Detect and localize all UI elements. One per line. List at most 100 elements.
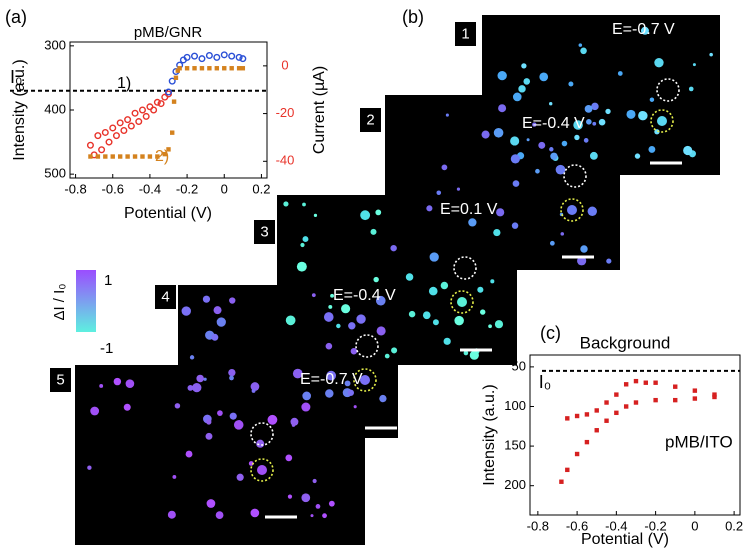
y-axis-label: Intensity (a.u.) xyxy=(11,59,28,160)
particle xyxy=(302,236,309,243)
data-point xyxy=(170,130,175,135)
particle xyxy=(477,286,484,293)
particle xyxy=(174,403,181,409)
particle xyxy=(285,454,293,462)
particle xyxy=(181,306,191,316)
data-point xyxy=(236,66,242,71)
particle xyxy=(490,279,495,284)
particle xyxy=(310,514,314,518)
particle xyxy=(512,180,520,187)
particle xyxy=(532,122,537,127)
data-point xyxy=(643,380,648,385)
particle xyxy=(217,410,223,416)
particle xyxy=(229,412,237,420)
data-point xyxy=(633,378,639,384)
particle xyxy=(206,499,216,508)
particle xyxy=(172,475,177,479)
particle xyxy=(405,273,414,281)
particle xyxy=(370,228,377,235)
data-point xyxy=(98,146,106,154)
particle xyxy=(634,153,641,159)
colorbar-label: ΔI / I₀ xyxy=(51,283,68,320)
particle xyxy=(311,293,316,298)
particle xyxy=(90,406,100,416)
data-point xyxy=(155,154,160,159)
reference-label: I₀ xyxy=(10,67,22,87)
particle xyxy=(326,370,337,381)
particle xyxy=(454,315,464,326)
particle xyxy=(336,323,341,329)
particle xyxy=(493,127,504,138)
x-tick-label: -0.2 xyxy=(176,181,198,196)
data-point xyxy=(205,51,213,59)
particle xyxy=(426,205,433,212)
particle xyxy=(375,295,386,306)
data-point xyxy=(117,154,123,159)
particle xyxy=(539,72,549,82)
particle xyxy=(391,347,398,354)
particle xyxy=(535,168,540,174)
particle xyxy=(468,218,477,227)
particle xyxy=(236,473,244,481)
particle xyxy=(481,130,490,139)
x-tick-label: -0.8 xyxy=(527,518,549,533)
particle xyxy=(648,145,656,153)
reference-circle xyxy=(250,422,274,446)
y-tick-label: 150 xyxy=(504,438,526,453)
particle xyxy=(683,145,693,156)
particle xyxy=(123,403,131,411)
particle xyxy=(583,138,589,143)
particle xyxy=(325,342,333,350)
particle xyxy=(203,377,207,381)
data-point xyxy=(120,127,128,135)
y-tick-label: 400 xyxy=(44,101,66,116)
panel-label: (b) xyxy=(402,7,424,27)
data-point xyxy=(140,154,145,159)
chart-title: Background xyxy=(580,333,671,352)
data-point xyxy=(604,418,609,423)
x-tick-label: -0.8 xyxy=(64,181,86,196)
particle xyxy=(99,384,104,388)
particle xyxy=(350,347,358,355)
annotation: pMB/ITO xyxy=(665,432,733,451)
data-point xyxy=(131,109,139,117)
data-point xyxy=(712,394,717,400)
target-circle xyxy=(450,290,474,314)
particle xyxy=(213,306,222,315)
particle xyxy=(580,245,588,253)
data-point xyxy=(147,154,153,159)
data-point xyxy=(138,106,146,114)
particle xyxy=(443,337,451,345)
data-point xyxy=(157,100,165,108)
particle xyxy=(561,140,568,147)
particle xyxy=(498,104,507,113)
particle xyxy=(408,310,416,318)
image-number-box xyxy=(254,220,275,244)
data-point xyxy=(623,404,629,409)
image-number-box xyxy=(360,108,381,132)
particle xyxy=(296,261,307,272)
particle xyxy=(598,118,606,126)
particle xyxy=(344,380,351,387)
particle xyxy=(206,419,212,425)
colorbar xyxy=(76,270,96,332)
particle xyxy=(325,389,334,398)
x-tick-label: 0 xyxy=(221,181,228,196)
particle xyxy=(592,121,597,126)
particle xyxy=(215,511,224,520)
particle xyxy=(549,102,553,106)
data-point xyxy=(109,124,117,132)
particle xyxy=(300,242,305,248)
particle xyxy=(649,97,655,102)
data-point xyxy=(112,132,120,140)
target-circle xyxy=(250,458,274,482)
particle xyxy=(302,391,312,401)
panel-label: (c) xyxy=(540,323,561,343)
particle xyxy=(568,81,574,87)
particle xyxy=(251,388,256,393)
particle xyxy=(494,320,504,329)
plot-area xyxy=(69,41,268,179)
particle xyxy=(125,379,135,389)
data-point xyxy=(207,66,212,71)
particle xyxy=(379,394,387,403)
